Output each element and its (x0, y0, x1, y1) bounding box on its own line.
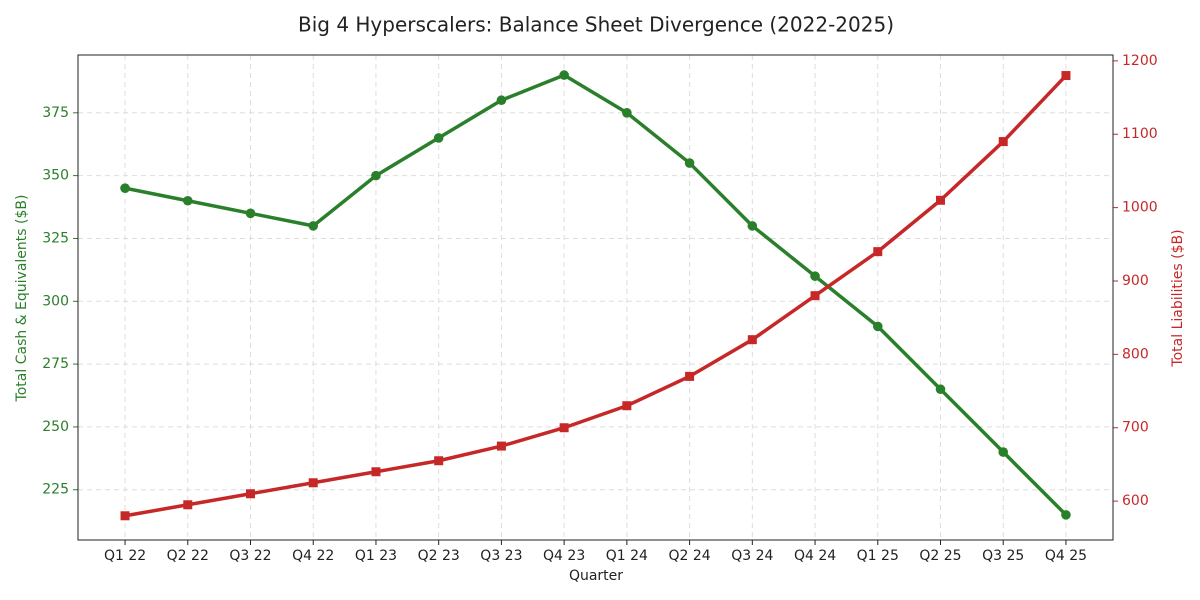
y-tick-label: 325 (42, 230, 69, 246)
marker (182, 195, 193, 206)
x-tick-label: Q2 25 (919, 548, 961, 564)
y2-axis-label: Total Liabilities ($B) (1170, 229, 1186, 367)
y-axis-label: Total Cash & Equivalents ($B) (14, 195, 30, 403)
x-tick-label: Q2 23 (418, 548, 460, 564)
marker (622, 401, 632, 411)
x-tick-label: Q4 24 (794, 548, 836, 564)
marker (684, 158, 695, 168)
marker (810, 271, 820, 281)
x-tick-label: Q4 22 (292, 548, 334, 564)
x-tick-label: Q1 23 (355, 548, 397, 564)
x-tick-label: Q2 24 (668, 548, 710, 564)
marker (935, 384, 946, 395)
marker (936, 195, 945, 205)
y2-tick-label: 1000 (1122, 200, 1158, 216)
series-line (124, 74, 1068, 518)
y-tick-label: 350 (42, 168, 69, 184)
marker (998, 137, 1008, 147)
y2-tick-label: 800 (1122, 346, 1149, 362)
marker (120, 183, 130, 193)
marker (371, 170, 381, 181)
x-tick-label: Q1 22 (104, 548, 146, 564)
marker (559, 423, 569, 433)
marker (308, 478, 318, 488)
marker (434, 456, 444, 466)
marker (873, 247, 883, 257)
series-line (124, 73, 1068, 517)
y2-tick-label: 700 (1122, 420, 1149, 436)
x-tick-label: Q3 25 (982, 548, 1024, 564)
x-tick-label: Q3 22 (229, 548, 271, 564)
x-tick-label: Q1 25 (857, 548, 899, 564)
marker (120, 511, 130, 521)
marker (496, 441, 506, 451)
x-tick-label: Q1 24 (606, 548, 648, 564)
x-tick-label: Q2 22 (167, 548, 209, 564)
x-tick-label: Q3 24 (731, 548, 773, 564)
marker (872, 321, 883, 332)
y2-tick-label: 900 (1122, 273, 1149, 289)
marker (559, 70, 569, 80)
y-tick-label: 375 (42, 105, 69, 121)
x-tick-label: Q4 23 (543, 548, 585, 564)
marker (1061, 510, 1071, 520)
y-tick-label: 250 (42, 419, 69, 435)
x-axis-label: Quarter (569, 568, 623, 584)
plot-frame (77, 54, 1114, 541)
marker (496, 95, 507, 106)
y2-tick-label: 1200 (1122, 53, 1158, 69)
marker (1061, 71, 1071, 81)
marker (810, 291, 820, 301)
marker (245, 208, 256, 219)
chart-title: Big 4 Hyperscalers: Balance Sheet Diverg… (298, 13, 894, 37)
y2-tick-label: 600 (1122, 493, 1149, 509)
x-tick-label: Q3 23 (480, 548, 522, 564)
x-tick-label: Q4 25 (1045, 548, 1087, 564)
marker (747, 335, 757, 345)
y2-tick-label: 1100 (1122, 126, 1158, 142)
marker (308, 221, 319, 231)
marker (371, 467, 381, 477)
marker (183, 500, 193, 510)
marker (747, 221, 758, 231)
marker (685, 371, 695, 381)
marker (622, 107, 632, 118)
y-tick-label: 300 (42, 293, 69, 309)
marker (433, 133, 444, 143)
marker (246, 489, 255, 499)
marker (998, 447, 1009, 457)
y-tick-label: 225 (42, 482, 69, 498)
y-tick-label: 275 (42, 356, 69, 372)
